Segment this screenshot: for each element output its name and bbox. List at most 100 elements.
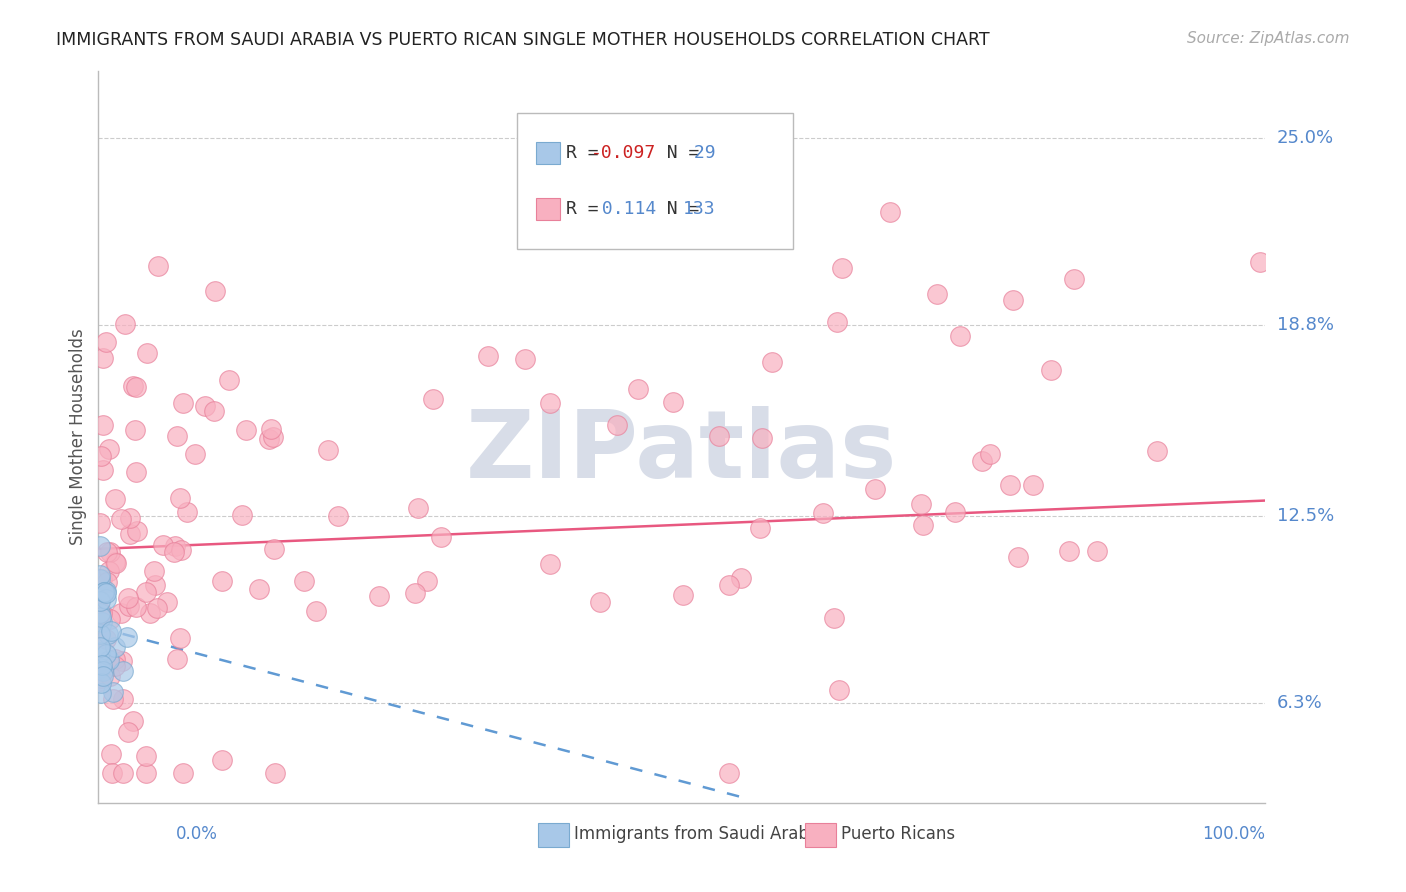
- Point: [202, 404, 225, 418]
- Point: [145, 578, 167, 592]
- Point: [1007, 549, 1029, 564]
- Point: [910, 497, 932, 511]
- Point: [218, 372, 240, 386]
- Point: [211, 574, 233, 589]
- Point: [538, 557, 561, 571]
- Point: [1249, 254, 1271, 268]
- Point: [94, 647, 117, 661]
- Point: [97, 627, 120, 641]
- Y-axis label: Single Mother Households: Single Mother Households: [69, 329, 87, 545]
- Point: [117, 591, 139, 605]
- Text: 0.114: 0.114: [592, 200, 657, 218]
- Point: [94, 586, 117, 600]
- Text: 133: 133: [683, 200, 716, 218]
- Point: [1002, 293, 1025, 308]
- Point: [972, 453, 994, 467]
- Point: [166, 429, 188, 443]
- Point: [103, 555, 125, 569]
- Point: [172, 765, 194, 780]
- Point: [89, 611, 111, 625]
- Point: [707, 429, 730, 443]
- Point: [96, 632, 118, 646]
- Point: [146, 601, 169, 615]
- Point: [111, 664, 134, 678]
- Point: [122, 379, 145, 393]
- Point: [98, 612, 121, 626]
- Point: [89, 640, 111, 655]
- Point: [879, 204, 901, 219]
- Text: N =: N =: [645, 200, 710, 218]
- Point: [292, 574, 315, 588]
- Point: [118, 527, 141, 541]
- Point: [827, 682, 849, 697]
- Point: [257, 432, 280, 446]
- Point: [89, 606, 111, 620]
- Point: [211, 753, 233, 767]
- Text: -0.097: -0.097: [592, 144, 657, 162]
- Point: [89, 516, 111, 530]
- Point: [104, 652, 127, 666]
- Point: [89, 572, 111, 586]
- Point: [422, 392, 444, 407]
- Point: [264, 765, 287, 780]
- Point: [152, 538, 174, 552]
- Point: [135, 585, 157, 599]
- Text: R =: R =: [567, 200, 609, 218]
- Point: [94, 335, 117, 350]
- Text: Puerto Ricans: Puerto Ricans: [842, 825, 956, 843]
- Point: [979, 447, 1001, 461]
- Point: [368, 589, 391, 603]
- Point: [672, 588, 695, 602]
- Point: [127, 524, 149, 538]
- Point: [98, 545, 121, 559]
- Point: [91, 351, 114, 366]
- Text: R =: R =: [567, 144, 609, 162]
- Point: [172, 396, 194, 410]
- Point: [104, 557, 127, 571]
- Text: 18.8%: 18.8%: [1277, 317, 1333, 334]
- Point: [1063, 272, 1085, 286]
- Point: [98, 442, 121, 457]
- Text: 12.5%: 12.5%: [1277, 507, 1334, 524]
- Point: [184, 447, 207, 461]
- Point: [112, 692, 135, 706]
- Text: IMMIGRANTS FROM SAUDI ARABIA VS PUERTO RICAN SINGLE MOTHER HOUSEHOLDS CORRELATIO: IMMIGRANTS FROM SAUDI ARABIA VS PUERTO R…: [56, 31, 990, 49]
- Point: [235, 423, 257, 437]
- Point: [169, 491, 191, 505]
- Point: [135, 346, 157, 360]
- Point: [718, 765, 741, 780]
- Point: [718, 578, 741, 592]
- Point: [416, 574, 439, 589]
- Point: [606, 417, 628, 432]
- Point: [156, 595, 179, 609]
- Point: [115, 630, 138, 644]
- Point: [89, 674, 111, 689]
- Point: [326, 508, 349, 523]
- Point: [94, 584, 117, 599]
- Point: [169, 631, 191, 645]
- Point: [316, 443, 339, 458]
- Point: [142, 564, 165, 578]
- Text: N =: N =: [645, 144, 710, 162]
- Point: [945, 505, 967, 519]
- Point: [430, 530, 453, 544]
- Point: [538, 396, 561, 410]
- Point: [163, 545, 186, 559]
- Point: [404, 585, 426, 599]
- Point: [110, 606, 132, 620]
- Point: [122, 714, 145, 728]
- Point: [112, 765, 135, 780]
- Point: [91, 463, 114, 477]
- Point: [120, 511, 142, 525]
- Point: [89, 567, 111, 582]
- Point: [249, 582, 271, 597]
- Point: [100, 624, 122, 638]
- Point: [761, 354, 783, 368]
- Point: [477, 349, 499, 363]
- Point: [406, 501, 429, 516]
- Point: [89, 645, 111, 659]
- Point: [260, 422, 283, 436]
- Point: [125, 465, 148, 479]
- Point: [1085, 544, 1108, 558]
- Text: ZIPatlas: ZIPatlas: [467, 406, 897, 498]
